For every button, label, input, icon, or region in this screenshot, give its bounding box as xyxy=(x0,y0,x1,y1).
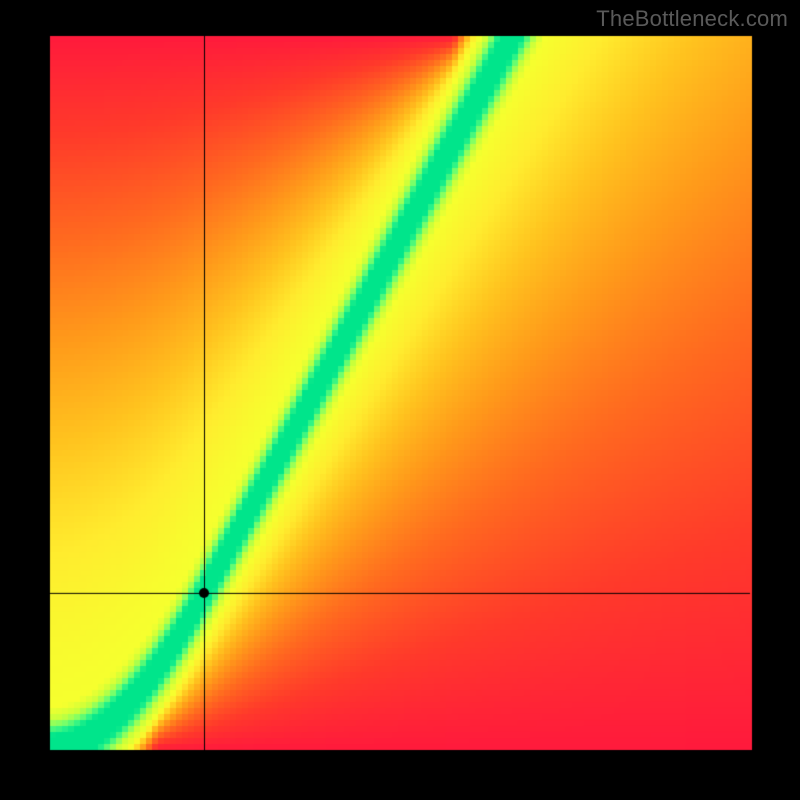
figure-container: TheBottleneck.com xyxy=(0,0,800,800)
bottleneck-heatmap xyxy=(0,0,800,800)
watermark-text: TheBottleneck.com xyxy=(596,6,788,32)
